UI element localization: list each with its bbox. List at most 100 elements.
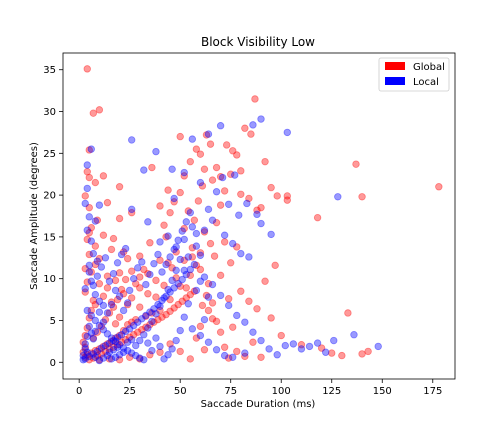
- data-point-global: [130, 330, 138, 339]
- data-point-local: [188, 135, 197, 143]
- data-point-global: [93, 216, 102, 224]
- data-point-local: [166, 288, 174, 296]
- x-tick-label: 25: [123, 386, 136, 397]
- data-point-global: [128, 294, 136, 302]
- data-point-local: [119, 344, 128, 352]
- data-point-local: [93, 257, 102, 265]
- data-point-local: [192, 229, 201, 238]
- data-point-local: [152, 310, 160, 318]
- data-point-local: [89, 249, 98, 258]
- data-point-global: [172, 248, 180, 256]
- data-point-local: [196, 331, 205, 340]
- data-point-local: [93, 347, 102, 356]
- data-point-global: [216, 271, 225, 280]
- data-point-global: [103, 284, 112, 292]
- data-point-global: [119, 248, 128, 256]
- data-point-global: [241, 352, 249, 361]
- data-point-local: [152, 334, 160, 342]
- data-point-global: [220, 238, 229, 246]
- data-point-local: [85, 322, 93, 331]
- y-tick-label: 35: [43, 65, 56, 76]
- data-point-local: [87, 237, 95, 245]
- data-point-local: [158, 268, 166, 276]
- data-point-global: [99, 342, 108, 351]
- data-point-global: [85, 314, 93, 322]
- data-point-global: [208, 299, 217, 307]
- data-point-global: [81, 288, 89, 296]
- data-point-global: [253, 206, 261, 214]
- data-point-global: [186, 290, 194, 299]
- data-point-global: [115, 356, 124, 364]
- data-point-local: [182, 270, 190, 279]
- data-point-global: [164, 259, 172, 267]
- data-point-global: [313, 213, 322, 222]
- legend-label-local: Local: [413, 77, 439, 88]
- data-point-local: [91, 316, 100, 325]
- data-point-local: [115, 341, 124, 349]
- data-point-local: [166, 253, 174, 261]
- data-point-global: [170, 198, 178, 206]
- data-point-global: [156, 306, 164, 315]
- x-tick-label: 50: [174, 386, 187, 397]
- data-point-global: [85, 173, 93, 182]
- data-point-global: [166, 307, 174, 315]
- data-point-global: [101, 347, 110, 356]
- data-point-global: [93, 328, 102, 336]
- data-point-global: [85, 146, 93, 154]
- data-point-global: [83, 65, 91, 73]
- data-point-local: [257, 115, 265, 123]
- data-point-global: [166, 208, 174, 217]
- data-point-global: [156, 256, 164, 265]
- data-point-local: [249, 121, 257, 129]
- data-point-local: [231, 171, 239, 179]
- data-point-global: [95, 106, 104, 114]
- data-point-global: [233, 151, 241, 159]
- data-point-local: [162, 260, 170, 269]
- data-point-local: [184, 253, 192, 261]
- y-tick-label: 10: [43, 274, 56, 285]
- data-point-local: [200, 315, 209, 324]
- data-point-global: [186, 355, 194, 363]
- data-point-global: [251, 95, 259, 103]
- x-tick-label: 125: [322, 386, 341, 397]
- data-point-global: [208, 176, 217, 184]
- data-point-global: [91, 242, 100, 250]
- data-point-local: [115, 351, 124, 359]
- data-point-local: [283, 128, 291, 137]
- data-point-local: [218, 173, 227, 182]
- data-point-global: [95, 356, 104, 364]
- data-point-local: [229, 353, 237, 361]
- data-point-local: [158, 296, 166, 305]
- data-point-local: [144, 218, 152, 226]
- data-point-local: [174, 280, 182, 288]
- data-point-global: [216, 173, 225, 181]
- data-point-global: [160, 281, 168, 290]
- data-point-local: [105, 277, 114, 285]
- data-point-global: [170, 304, 178, 312]
- data-point-global: [113, 295, 122, 304]
- data-point-global: [338, 351, 346, 360]
- x-tick-label: 150: [373, 386, 392, 397]
- data-point-global: [162, 233, 170, 241]
- data-point-local: [128, 349, 136, 357]
- x-tick-label: 100: [272, 386, 291, 397]
- data-point-local: [321, 348, 330, 356]
- data-point-local: [154, 300, 162, 309]
- data-point-local: [156, 342, 164, 351]
- data-point-local: [178, 227, 186, 235]
- data-point-local: [123, 346, 132, 355]
- data-point-local: [105, 339, 114, 347]
- data-point-local: [237, 249, 245, 258]
- data-point-local: [130, 321, 138, 330]
- data-point-global: [132, 280, 140, 288]
- data-point-global: [200, 165, 209, 173]
- data-point-global: [174, 300, 182, 309]
- data-point-local: [208, 280, 217, 289]
- data-point-local: [229, 239, 237, 248]
- data-point-local: [85, 268, 93, 276]
- data-point-global: [119, 290, 128, 298]
- data-point-global: [128, 208, 136, 217]
- data-point-global: [107, 245, 116, 254]
- data-point-local: [91, 290, 100, 299]
- data-point-local: [79, 351, 87, 360]
